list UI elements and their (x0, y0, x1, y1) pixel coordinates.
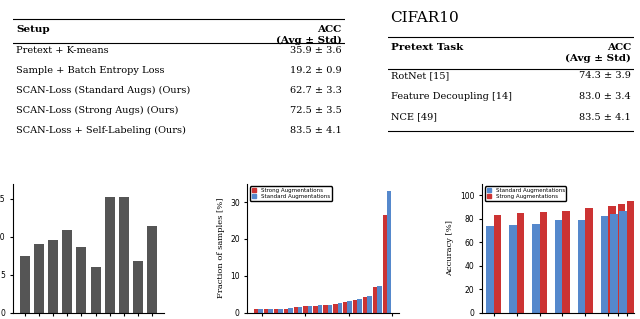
Bar (105, 197, 115, 313)
Bar (353, 300, 357, 313)
Bar (20, 256, 29, 313)
Text: SCAN-Loss + Self-Labeling (Ours): SCAN-Loss + Self-Labeling (Ours) (16, 126, 186, 135)
Legend: Strong Augmentations, Standard Augmentations: Strong Augmentations, Standard Augmentat… (250, 186, 332, 201)
Y-axis label: Accuracy [%]: Accuracy [%] (447, 220, 454, 276)
Text: SCAN-Loss (Standard Augs) (Ours): SCAN-Loss (Standard Augs) (Ours) (16, 86, 190, 95)
Bar (284, 308, 288, 313)
Bar (610, 214, 618, 313)
Text: 74.3 ± 3.9: 74.3 ± 3.9 (579, 71, 631, 80)
Text: Pretext Task: Pretext Task (390, 43, 463, 52)
Bar (288, 308, 292, 313)
Bar (486, 226, 493, 313)
Bar (516, 213, 524, 313)
Text: Pretext + K-means: Pretext + K-means (16, 46, 109, 55)
Bar (493, 215, 501, 313)
Text: CIFAR10: CIFAR10 (390, 11, 460, 25)
Bar (609, 206, 616, 313)
Text: Sample + Batch Entropy Loss: Sample + Batch Entropy Loss (16, 66, 164, 75)
Text: Feature Decoupling [14]: Feature Decoupling [14] (390, 92, 511, 101)
Bar (333, 304, 337, 313)
Bar (259, 309, 263, 313)
Bar (627, 201, 634, 313)
Bar (618, 204, 625, 313)
Bar (274, 309, 278, 313)
Text: 19.2 ± 0.9: 19.2 ± 0.9 (290, 66, 342, 75)
Bar (348, 301, 352, 313)
Bar (298, 307, 303, 313)
Bar (323, 305, 328, 313)
Bar (119, 197, 129, 313)
Text: 35.9 ± 3.6: 35.9 ± 3.6 (290, 46, 342, 55)
Bar (363, 297, 367, 313)
Bar (62, 230, 72, 313)
Bar (147, 226, 157, 313)
Bar (314, 306, 318, 313)
Bar (555, 220, 563, 313)
Text: Setup: Setup (16, 25, 50, 34)
Text: 83.5 ± 4.1: 83.5 ± 4.1 (290, 126, 342, 135)
Y-axis label: Fraction of samples [%]: Fraction of samples [%] (216, 198, 225, 298)
Bar (268, 309, 273, 313)
Bar (294, 307, 298, 313)
Bar (377, 286, 381, 313)
Bar (91, 267, 100, 313)
Text: 72.5 ± 3.5: 72.5 ± 3.5 (290, 106, 342, 115)
Bar (343, 301, 348, 313)
Text: 83.0 ± 3.4: 83.0 ± 3.4 (579, 92, 631, 101)
Bar (308, 306, 312, 313)
Text: 83.5 ± 4.1: 83.5 ± 4.1 (579, 113, 631, 122)
Bar (620, 211, 627, 313)
Bar (586, 208, 593, 313)
Bar (76, 247, 86, 313)
Bar (601, 217, 609, 313)
Bar (578, 220, 586, 313)
Bar (34, 244, 44, 313)
Text: ACC
(Avg ± Std): ACC (Avg ± Std) (565, 43, 631, 63)
Text: NCE [49]: NCE [49] (390, 113, 436, 122)
Legend: Standard Augmentations, Strong Augmentations: Standard Augmentations, Strong Augmentat… (485, 186, 566, 201)
Bar (278, 309, 283, 313)
Bar (337, 303, 342, 313)
Text: 62.7 ± 3.3: 62.7 ± 3.3 (290, 86, 342, 95)
Bar (563, 211, 570, 313)
Bar (264, 309, 268, 313)
Bar (318, 305, 323, 313)
Bar (540, 212, 547, 313)
Bar (509, 225, 516, 313)
Text: SCAN-Loss (Strong Augs) (Ours): SCAN-Loss (Strong Augs) (Ours) (16, 106, 179, 115)
Text: ACC
(Avg ± Std): ACC (Avg ± Std) (276, 25, 342, 45)
Bar (532, 224, 540, 313)
Text: RotNet [15]: RotNet [15] (390, 71, 449, 80)
Bar (303, 306, 308, 313)
Bar (367, 296, 372, 313)
Bar (387, 191, 392, 313)
Bar (48, 240, 58, 313)
Bar (328, 305, 332, 313)
Bar (372, 287, 377, 313)
Bar (254, 309, 259, 313)
Bar (383, 215, 387, 313)
Bar (133, 261, 143, 313)
Bar (357, 299, 362, 313)
